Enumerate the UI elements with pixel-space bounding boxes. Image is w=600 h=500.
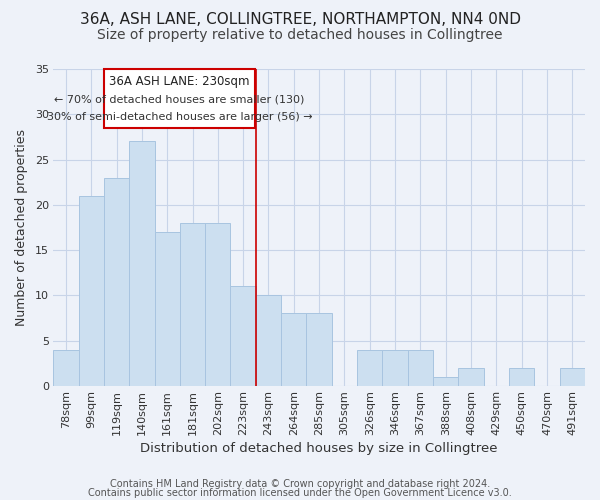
Bar: [104, 178, 129, 386]
Text: ← 70% of detached houses are smaller (130): ← 70% of detached houses are smaller (13…: [55, 94, 305, 104]
Bar: [205, 223, 230, 386]
Text: 36A, ASH LANE, COLLINGTREE, NORTHAMPTON, NN4 0ND: 36A, ASH LANE, COLLINGTREE, NORTHAMPTON,…: [79, 12, 521, 28]
Bar: [509, 368, 535, 386]
Bar: [560, 368, 585, 386]
Bar: [256, 296, 281, 386]
Bar: [357, 350, 382, 386]
Bar: [79, 196, 104, 386]
Text: Size of property relative to detached houses in Collingtree: Size of property relative to detached ho…: [97, 28, 503, 42]
Bar: [155, 232, 180, 386]
Bar: [458, 368, 484, 386]
Bar: [230, 286, 256, 386]
Bar: [382, 350, 408, 386]
Text: 36A ASH LANE: 230sqm: 36A ASH LANE: 230sqm: [109, 76, 250, 88]
Bar: [53, 350, 79, 386]
Bar: [307, 314, 332, 386]
Text: 30% of semi-detached houses are larger (56) →: 30% of semi-detached houses are larger (…: [47, 112, 313, 122]
Text: Contains public sector information licensed under the Open Government Licence v3: Contains public sector information licen…: [88, 488, 512, 498]
Y-axis label: Number of detached properties: Number of detached properties: [15, 129, 28, 326]
Bar: [129, 142, 155, 386]
Text: Contains HM Land Registry data © Crown copyright and database right 2024.: Contains HM Land Registry data © Crown c…: [110, 479, 490, 489]
Bar: [433, 376, 458, 386]
Bar: [180, 223, 205, 386]
X-axis label: Distribution of detached houses by size in Collingtree: Distribution of detached houses by size …: [140, 442, 498, 455]
Bar: [281, 314, 307, 386]
Bar: [104, 69, 256, 128]
Bar: [408, 350, 433, 386]
